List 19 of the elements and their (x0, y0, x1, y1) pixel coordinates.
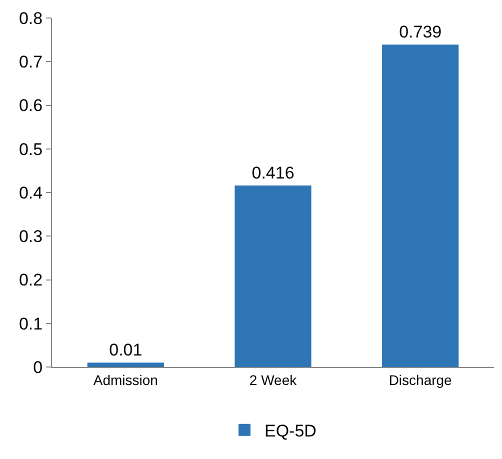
bar (234, 186, 312, 367)
data-label: 0.01 (109, 340, 142, 360)
bar (87, 362, 164, 367)
y-tick-label: 0.5 (18, 140, 43, 159)
y-tick-label: 0.1 (18, 314, 43, 334)
y-tick-label: 0.4 (18, 183, 43, 202)
x-tick-label: Admission (93, 372, 158, 388)
y-tick-label: 0.6 (18, 96, 43, 116)
x-tick-label: 2 Week (249, 372, 298, 388)
x-tick-label: Discharge (388, 372, 452, 388)
legend-label: EQ-5D (264, 422, 316, 441)
y-tick-label: 0.8 (18, 8, 43, 28)
data-label: 0.416 (252, 164, 294, 183)
y-tick-label: 0 (33, 358, 43, 377)
y-tick-label: 0.2 (18, 270, 43, 290)
bar (382, 44, 459, 367)
y-tick-label: 0.7 (18, 52, 43, 72)
data-label: 0.739 (399, 22, 442, 42)
y-tick-label: 0.3 (18, 227, 43, 246)
